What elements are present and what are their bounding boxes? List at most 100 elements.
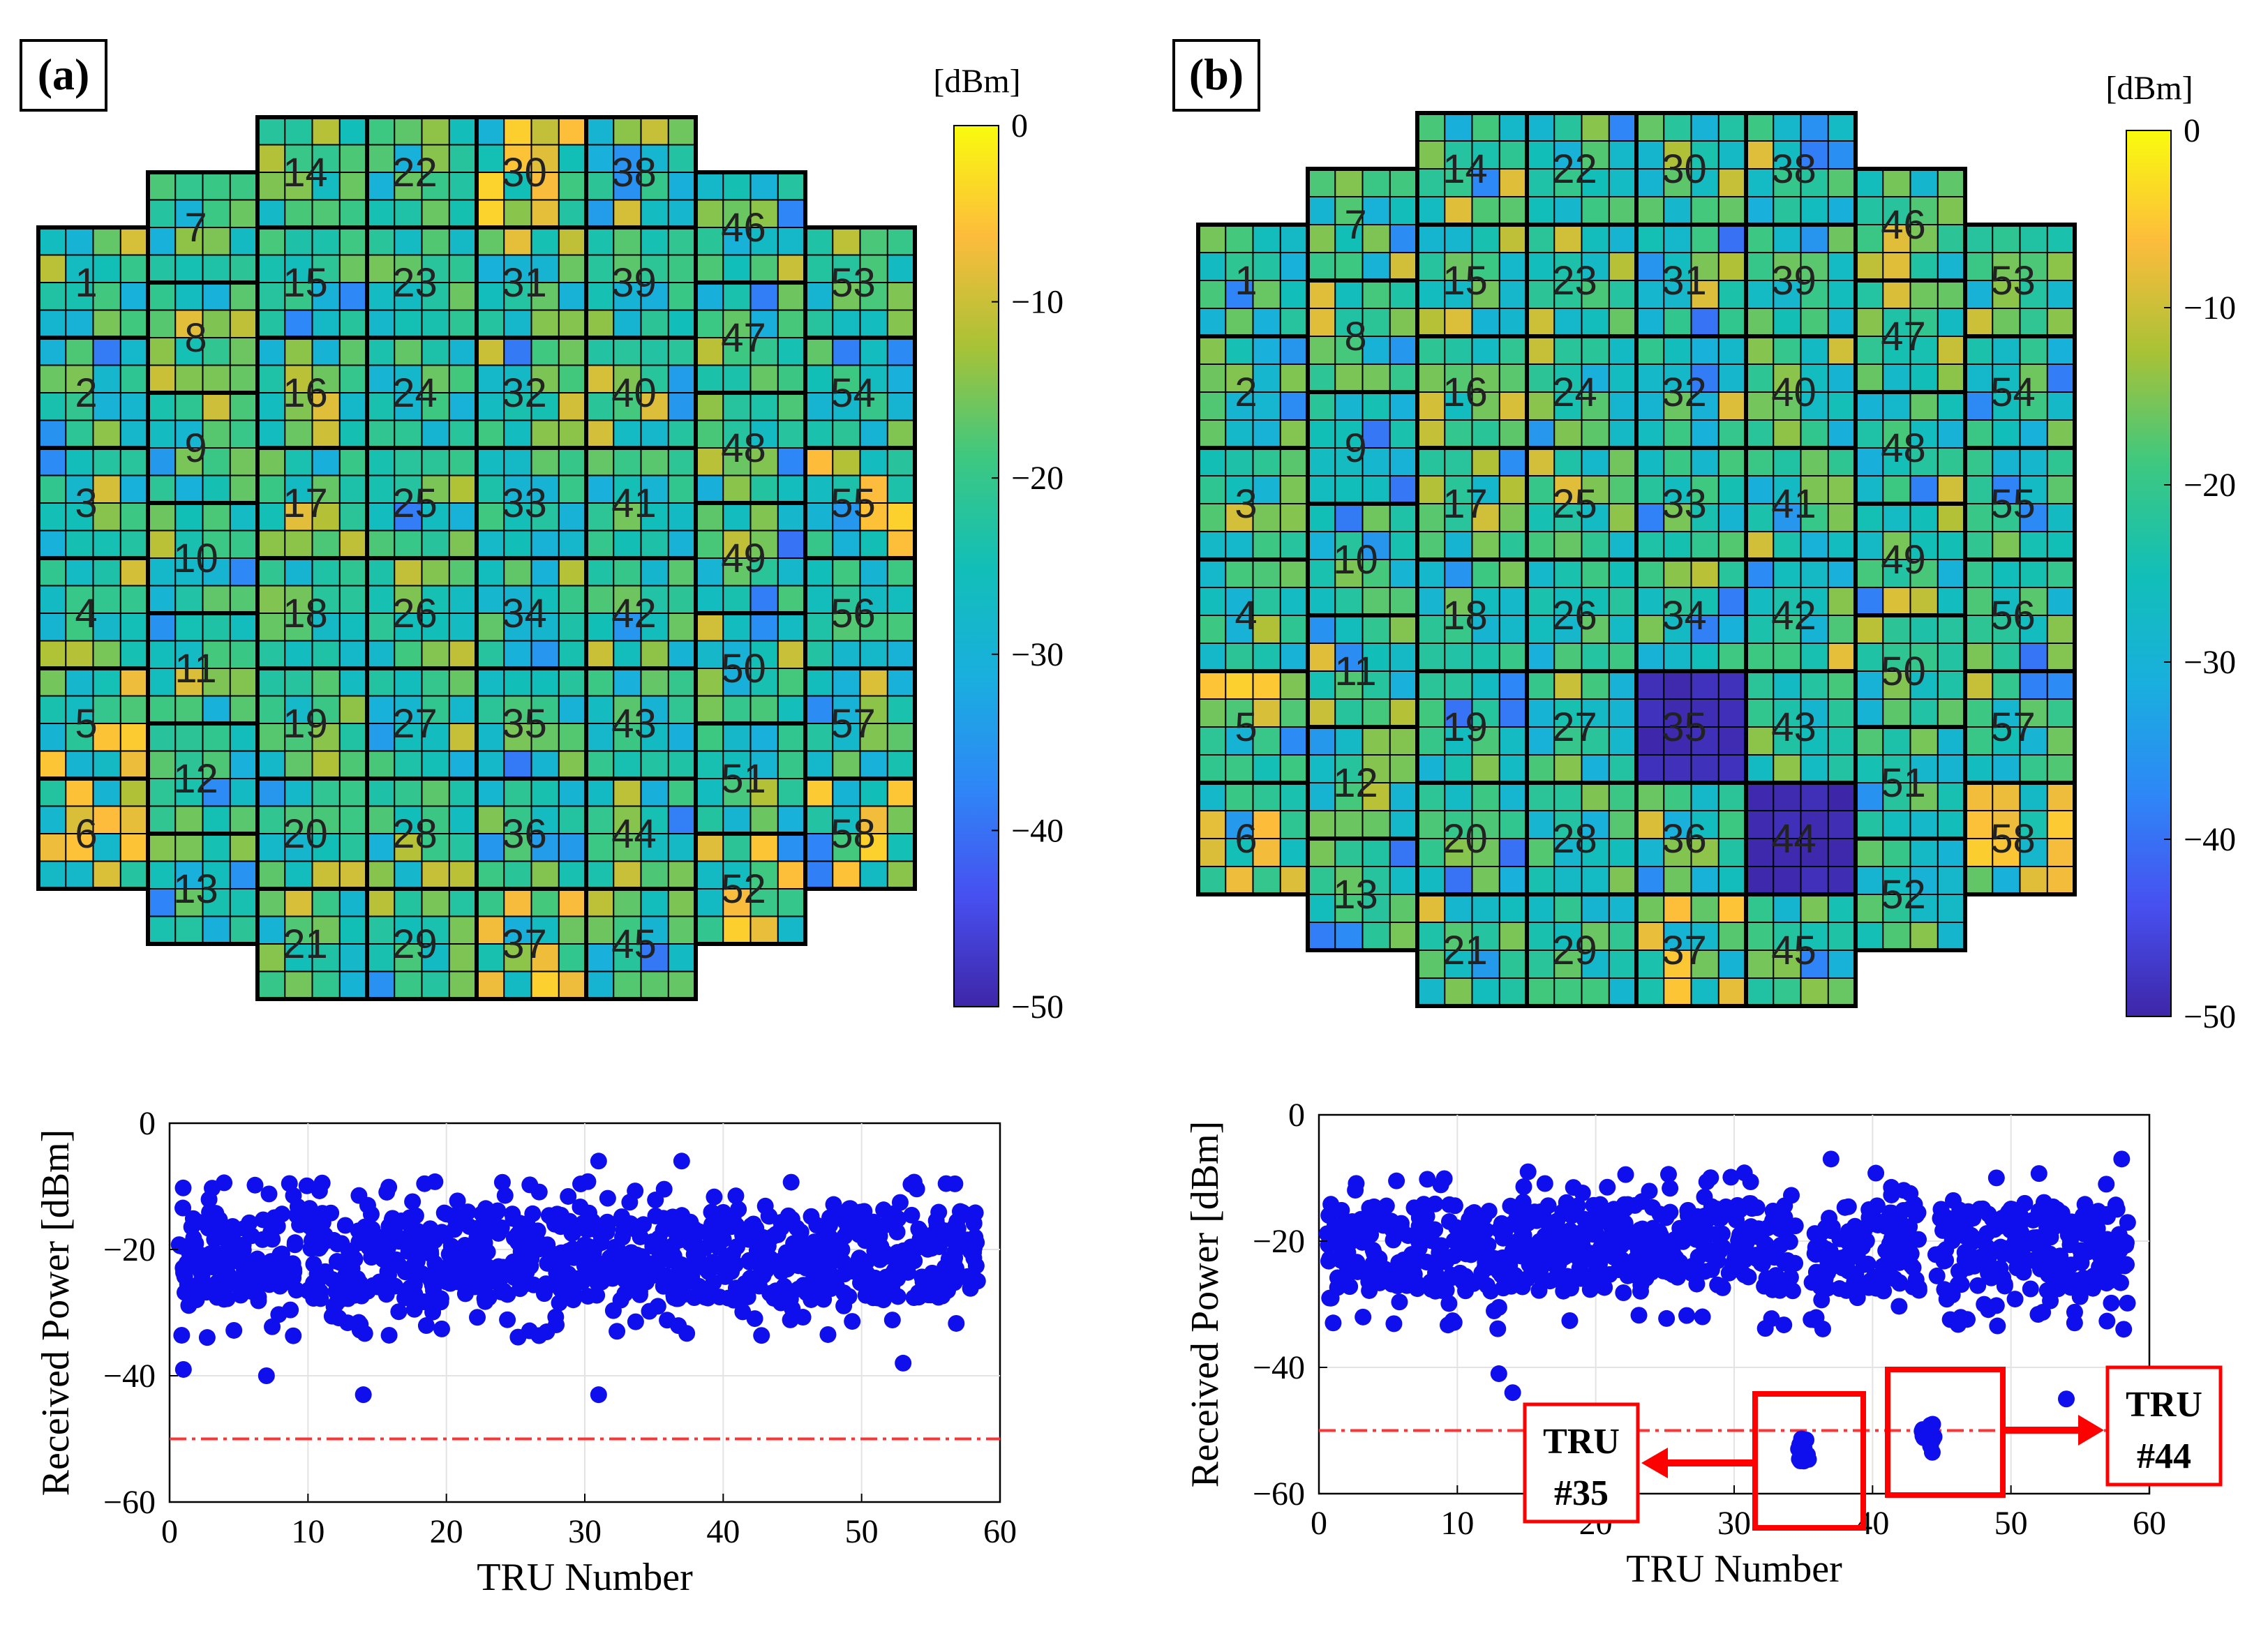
tru-cell: 8 xyxy=(1306,278,1419,394)
tru-label: 58 xyxy=(1990,816,2036,862)
tile xyxy=(1827,587,1857,617)
tru-cell: 50 xyxy=(694,611,807,726)
tile xyxy=(1773,977,1803,1007)
tile xyxy=(1307,698,1336,728)
tile xyxy=(640,750,670,780)
tru-cell: 2 xyxy=(36,336,150,450)
tile xyxy=(722,199,752,229)
tru-label: 14 xyxy=(1442,147,1488,192)
tile xyxy=(1773,782,1803,812)
tile xyxy=(1964,670,1994,700)
tile xyxy=(1745,866,1775,896)
tile xyxy=(777,750,807,780)
tile xyxy=(722,282,752,312)
tile xyxy=(1307,726,1336,756)
tile xyxy=(311,117,341,147)
tile xyxy=(530,199,560,229)
tru-cell: 38 xyxy=(584,115,698,230)
tile xyxy=(1307,252,1336,282)
tile xyxy=(1417,810,1446,840)
tile xyxy=(1553,782,1583,812)
tile xyxy=(394,805,424,835)
tile xyxy=(1909,922,1939,952)
tile xyxy=(394,530,424,560)
tile xyxy=(558,144,588,174)
tile xyxy=(1717,615,1747,645)
tile xyxy=(1361,698,1392,728)
x-tick-label: 20 xyxy=(430,1513,463,1550)
tile xyxy=(1471,754,1501,784)
tile xyxy=(558,309,588,339)
tile xyxy=(338,750,368,780)
tru-cell: 30 xyxy=(1634,111,1748,227)
tile xyxy=(667,337,697,367)
tile xyxy=(1745,754,1775,784)
tile xyxy=(832,860,862,890)
tile xyxy=(503,557,533,587)
tile xyxy=(1800,531,1830,561)
tru-label: 39 xyxy=(1771,258,1816,303)
tile xyxy=(805,668,834,698)
tile xyxy=(1717,726,1747,756)
tile xyxy=(1855,308,1884,338)
tile xyxy=(1717,670,1747,700)
tile xyxy=(366,723,396,753)
data-point xyxy=(1777,1254,1795,1272)
data-point xyxy=(282,1301,299,1319)
data-point xyxy=(322,1204,340,1222)
tile xyxy=(1444,419,1474,449)
tile xyxy=(1745,391,1775,421)
tile xyxy=(1937,670,1967,700)
tru-cell: 49 xyxy=(1853,502,1967,617)
tile xyxy=(777,530,807,560)
tile xyxy=(311,970,341,1000)
tile xyxy=(1608,391,1638,421)
tile xyxy=(1334,531,1364,561)
tile xyxy=(1827,391,1857,421)
data-point xyxy=(1777,1220,1794,1238)
tile xyxy=(1663,866,1693,896)
data-point xyxy=(1748,1199,1766,1216)
data-point xyxy=(363,1249,380,1266)
colorbar-a: [dBm] 0−10−20−30−40−50 xyxy=(933,63,1064,1026)
data-point xyxy=(1989,1317,2006,1335)
tile xyxy=(1937,280,1967,310)
tru-label: 20 xyxy=(1442,816,1488,862)
tile xyxy=(1690,336,1720,366)
tile xyxy=(1252,782,1282,812)
tile xyxy=(1389,726,1419,756)
tile xyxy=(1279,587,1309,617)
tile xyxy=(640,833,670,863)
tile xyxy=(530,585,560,615)
tile xyxy=(421,337,451,367)
tru-label: 25 xyxy=(392,481,438,526)
tile xyxy=(530,530,560,560)
tile xyxy=(1690,168,1720,198)
tile xyxy=(366,447,396,477)
tile xyxy=(1252,224,1282,254)
tile xyxy=(1334,363,1364,393)
data-point xyxy=(696,1289,714,1306)
tile xyxy=(1417,922,1446,952)
tile xyxy=(229,860,259,890)
y-tick-label: −60 xyxy=(1253,1476,1305,1512)
tile xyxy=(695,585,724,615)
tile xyxy=(886,723,916,753)
colorbar-tick-label: 0 xyxy=(1011,107,1028,144)
tile xyxy=(1471,363,1501,393)
tile xyxy=(1909,503,1939,533)
tile xyxy=(284,309,314,339)
tile xyxy=(92,833,122,863)
tile xyxy=(202,833,232,863)
data-point xyxy=(246,1176,264,1194)
tile xyxy=(558,364,588,394)
tile xyxy=(1992,726,2022,756)
tile xyxy=(147,474,177,504)
data-point xyxy=(1987,1169,2005,1187)
tile xyxy=(1307,922,1336,952)
tile xyxy=(832,530,862,560)
data-point xyxy=(2108,1201,2126,1218)
tile xyxy=(257,199,286,229)
tile xyxy=(476,117,505,147)
tile xyxy=(558,254,588,284)
